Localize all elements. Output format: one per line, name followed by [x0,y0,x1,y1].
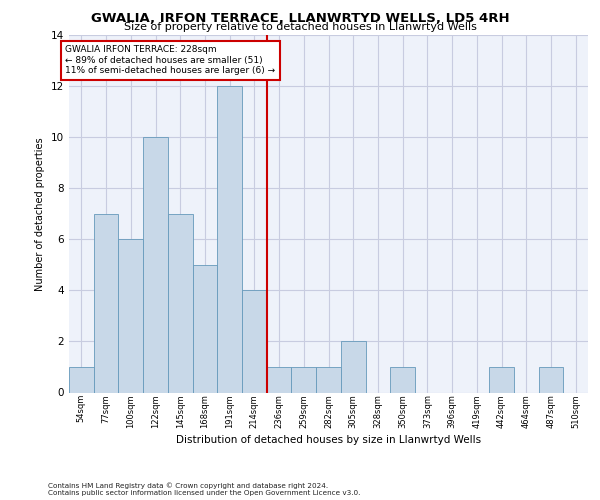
Y-axis label: Number of detached properties: Number of detached properties [35,137,46,290]
Bar [242,290,267,392]
Text: Size of property relative to detached houses in Llanwrtyd Wells: Size of property relative to detached ho… [124,22,476,32]
Bar [292,367,316,392]
Text: Contains public sector information licensed under the Open Government Licence v3: Contains public sector information licen… [48,490,361,496]
Text: GWALIA IRFON TERRACE: 228sqm
← 89% of detached houses are smaller (51)
11% of se: GWALIA IRFON TERRACE: 228sqm ← 89% of de… [65,45,275,75]
Bar [69,367,94,392]
Bar [267,367,292,392]
Bar [539,367,563,392]
X-axis label: Distribution of detached houses by size in Llanwrtyd Wells: Distribution of detached houses by size … [176,435,481,445]
Bar [341,342,365,392]
Bar [118,240,143,392]
Text: GWALIA, IRFON TERRACE, LLANWRTYD WELLS, LD5 4RH: GWALIA, IRFON TERRACE, LLANWRTYD WELLS, … [91,12,509,26]
Bar [217,86,242,392]
Bar [193,265,217,392]
Bar [94,214,118,392]
Bar [390,367,415,392]
Bar [489,367,514,392]
Bar [316,367,341,392]
Text: Contains HM Land Registry data © Crown copyright and database right 2024.: Contains HM Land Registry data © Crown c… [48,482,328,489]
Bar [143,137,168,392]
Bar [168,214,193,392]
